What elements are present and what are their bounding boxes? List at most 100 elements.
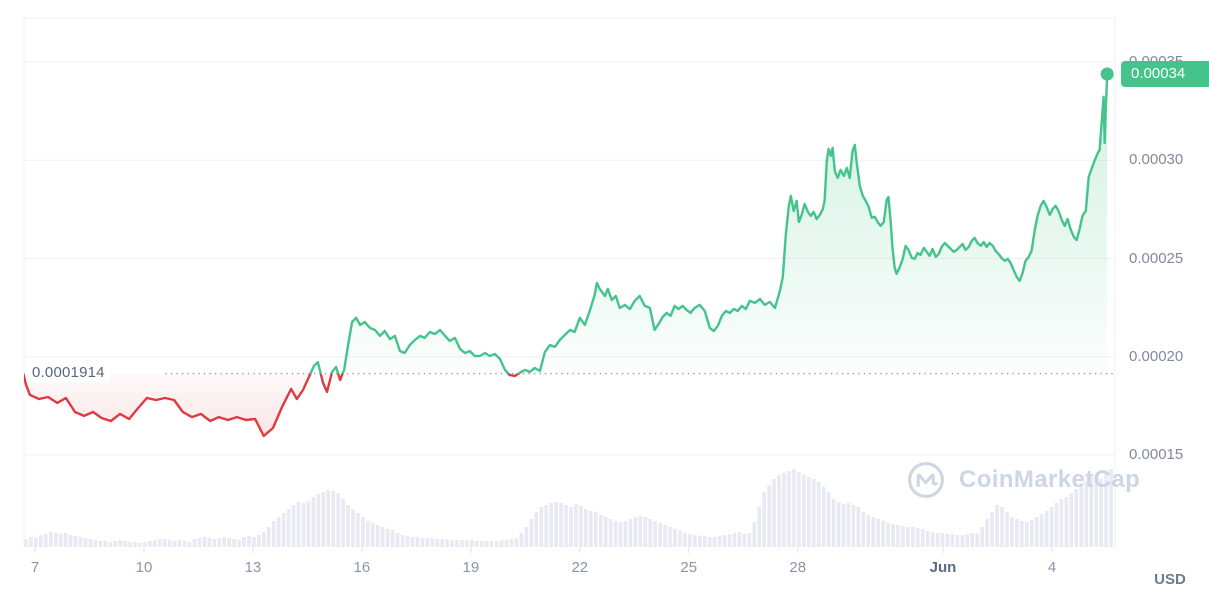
volume-bar: [658, 523, 662, 547]
volume-bar: [113, 541, 117, 547]
volume-bar: [955, 535, 960, 547]
volume-bar: [232, 539, 236, 547]
volume-bar: [826, 492, 831, 547]
volume-bar: [638, 516, 643, 547]
volume-bar: [489, 541, 494, 547]
volume-bar: [930, 532, 935, 547]
volume-bar: [361, 517, 365, 547]
volume-bar: [539, 507, 544, 547]
volume-bar: [544, 505, 549, 547]
volume-bar: [806, 477, 811, 547]
volume-bar: [143, 542, 147, 547]
volume-bar: [712, 537, 717, 547]
volume-bar: [1044, 511, 1049, 547]
y-axis-tick-label: 0.00025: [1129, 249, 1184, 267]
volume-bar: [802, 475, 806, 547]
volume-bar: [395, 533, 400, 547]
volume-bar: [296, 502, 301, 547]
volume-bar: [351, 509, 355, 547]
last-price-dot: [1100, 67, 1114, 81]
x-axis-tick-label: Jun: [929, 559, 957, 576]
volume-bar: [1015, 519, 1019, 547]
volume-bar: [98, 541, 103, 547]
volume-bar: [470, 540, 474, 547]
volume-bar: [871, 517, 875, 547]
volume-bar: [1069, 493, 1074, 547]
volume-bar: [271, 521, 276, 547]
volume-bar: [450, 540, 454, 547]
volume-bar: [940, 533, 945, 547]
volume-bar: [623, 521, 628, 547]
volume-bar: [747, 533, 752, 547]
x-axis-tick-label: 22: [571, 559, 589, 576]
volume-bar: [281, 513, 286, 547]
volume-bar: [911, 527, 915, 547]
volume-bar: [29, 537, 33, 547]
volume-bar: [683, 533, 687, 547]
volume-bar: [514, 538, 519, 547]
volume-bar: [157, 539, 162, 547]
volume-bar: [633, 517, 638, 547]
volume-bar: [207, 538, 212, 547]
volume-bar: [103, 541, 108, 547]
volume-bar: [896, 525, 900, 547]
volume-bar: [673, 529, 677, 547]
volume-bar: [663, 525, 667, 547]
volume-bar: [455, 540, 459, 547]
volume-bar: [1099, 479, 1103, 547]
volume-bar: [440, 539, 444, 547]
volume-bar: [425, 538, 430, 547]
volume-bar: [326, 490, 331, 547]
volume-bar: [222, 537, 226, 547]
volume-bar: [777, 475, 781, 547]
volume-bar: [1010, 517, 1014, 547]
volume-bar: [73, 536, 78, 547]
volume-bar: [643, 517, 648, 547]
volume-bar: [153, 540, 157, 547]
y-axis-tick-label: 0.00020: [1129, 347, 1184, 365]
baseline-price-label: 0.0001914: [26, 362, 111, 384]
volume-bar: [1005, 512, 1009, 547]
volume-bar: [128, 542, 132, 547]
volume-bar: [1034, 517, 1039, 547]
volume-bar: [742, 534, 747, 547]
volume-bar: [722, 535, 727, 547]
volume-bar: [242, 537, 246, 547]
volume-bar: [772, 479, 776, 547]
volume-bar: [148, 541, 152, 547]
volume-bar: [252, 537, 256, 547]
volume-bar: [762, 492, 766, 547]
volume-bar: [78, 537, 83, 547]
volume-bar: [668, 527, 672, 547]
volume-bar: [856, 507, 861, 547]
volume-bar: [68, 535, 73, 547]
volume-bar: [380, 527, 385, 547]
volume-bar: [920, 529, 925, 547]
volume-bar: [321, 492, 326, 547]
volume-bar: [108, 542, 113, 547]
volume-bar: [247, 536, 251, 547]
volume-bar: [212, 539, 217, 547]
volume-bar: [876, 519, 880, 547]
volume-bar: [1079, 485, 1084, 547]
volume-bar: [1104, 473, 1108, 547]
volume-bar: [301, 503, 306, 547]
volume-bar: [752, 522, 757, 547]
volume-bar: [598, 515, 603, 547]
volume-bar: [653, 521, 657, 547]
volume-bar: [346, 505, 350, 547]
volume-bar: [1039, 514, 1044, 547]
volume-bar: [162, 539, 167, 547]
volume-bar: [504, 540, 509, 547]
volume-bar: [925, 531, 930, 547]
volume-bar: [44, 534, 48, 547]
volume-bar: [737, 532, 742, 547]
volume-bar: [445, 539, 449, 547]
volume-bar: [1074, 489, 1079, 547]
volume-bar: [465, 540, 469, 547]
volume-bar: [366, 521, 370, 547]
volume-bar: [593, 512, 598, 547]
volume-bar: [286, 509, 291, 547]
volume-bar: [702, 536, 707, 547]
